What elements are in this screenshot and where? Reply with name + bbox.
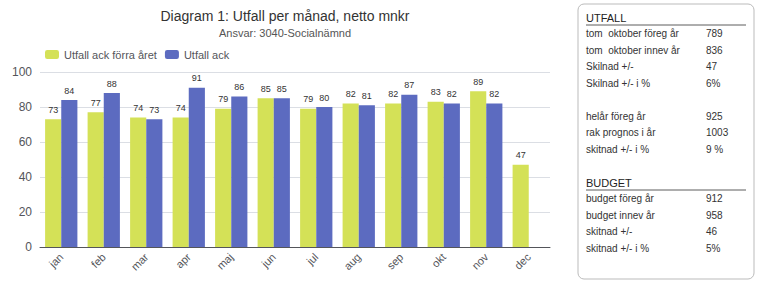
svg-text:Utfall ack: Utfall ack bbox=[184, 49, 230, 61]
svg-text:91: 91 bbox=[192, 73, 202, 83]
svg-text:46: 46 bbox=[706, 226, 718, 237]
svg-text:jun: jun bbox=[258, 251, 278, 271]
svg-text:789: 789 bbox=[706, 28, 723, 39]
svg-text:80: 80 bbox=[19, 100, 33, 114]
svg-text:925: 925 bbox=[706, 111, 723, 122]
svg-text:912: 912 bbox=[706, 193, 723, 204]
svg-text:82: 82 bbox=[489, 89, 499, 99]
svg-text:82: 82 bbox=[388, 89, 398, 99]
svg-text:maj: maj bbox=[214, 251, 235, 272]
svg-text:BUDGET: BUDGET bbox=[586, 177, 632, 189]
svg-text:helår föreg år: helår föreg år bbox=[586, 111, 646, 122]
svg-text:okt: okt bbox=[429, 251, 448, 270]
svg-text:958: 958 bbox=[706, 210, 723, 221]
svg-text:jul: jul bbox=[304, 251, 321, 268]
svg-text:aug: aug bbox=[342, 251, 363, 272]
svg-text:40: 40 bbox=[19, 170, 33, 184]
svg-text:20: 20 bbox=[19, 205, 33, 219]
svg-text:85: 85 bbox=[277, 84, 287, 94]
svg-text:rak prognos i år: rak prognos i år bbox=[586, 127, 656, 138]
svg-text:sep: sep bbox=[384, 251, 405, 272]
svg-text:79: 79 bbox=[218, 94, 228, 104]
svg-text:mar: mar bbox=[129, 251, 151, 273]
svg-text:47: 47 bbox=[706, 61, 718, 72]
svg-text:Utfall ack förra året: Utfall ack förra året bbox=[64, 49, 157, 61]
svg-text:Skilnad +/-: Skilnad +/- bbox=[586, 61, 634, 72]
svg-text:1003: 1003 bbox=[706, 127, 729, 138]
svg-text:feb: feb bbox=[89, 251, 108, 270]
svg-text:73: 73 bbox=[149, 105, 159, 115]
svg-text:88: 88 bbox=[107, 79, 117, 89]
svg-text:tom oktober innev år: tom oktober innev år bbox=[586, 45, 681, 56]
svg-text:UTFALL: UTFALL bbox=[586, 12, 626, 24]
svg-text:80: 80 bbox=[319, 93, 329, 103]
svg-text:87: 87 bbox=[404, 80, 414, 90]
svg-text:Ansvar: 3040-Socialnämnd: Ansvar: 3040-Socialnämnd bbox=[219, 27, 351, 39]
svg-text:skitnad +/- i %: skitnad +/- i % bbox=[586, 144, 649, 155]
svg-text:84: 84 bbox=[64, 86, 74, 96]
svg-text:nov: nov bbox=[469, 250, 490, 271]
svg-text:0: 0 bbox=[25, 240, 32, 254]
svg-text:60: 60 bbox=[19, 135, 33, 149]
svg-text:82: 82 bbox=[447, 89, 457, 99]
svg-text:836: 836 bbox=[706, 45, 723, 56]
svg-text:77: 77 bbox=[91, 98, 101, 108]
svg-text:6%: 6% bbox=[706, 78, 721, 89]
svg-text:47: 47 bbox=[516, 150, 526, 160]
svg-text:74: 74 bbox=[133, 103, 143, 113]
svg-text:83: 83 bbox=[431, 87, 441, 97]
svg-text:tom oktober föreg år: tom oktober föreg år bbox=[586, 28, 679, 39]
svg-text:Diagram 1: Utfall per månad, n: Diagram 1: Utfall per månad, netto mnkr bbox=[161, 8, 410, 24]
svg-text:100: 100 bbox=[12, 65, 32, 79]
svg-text:89: 89 bbox=[473, 77, 483, 87]
svg-text:apr: apr bbox=[173, 251, 193, 271]
svg-text:jan: jan bbox=[46, 251, 66, 271]
svg-text:5%: 5% bbox=[706, 243, 721, 254]
svg-text:skitnad +/- i %: skitnad +/- i % bbox=[586, 243, 649, 254]
svg-text:82: 82 bbox=[346, 89, 356, 99]
svg-text:Skilnad +/- i %: Skilnad +/- i % bbox=[586, 78, 650, 89]
svg-text:85: 85 bbox=[261, 84, 271, 94]
svg-text:81: 81 bbox=[362, 91, 372, 101]
svg-text:budget innev år: budget innev år bbox=[586, 210, 656, 221]
svg-text:9 %: 9 % bbox=[706, 144, 723, 155]
svg-text:86: 86 bbox=[234, 82, 244, 92]
svg-text:dec: dec bbox=[512, 250, 533, 271]
svg-text:74: 74 bbox=[176, 103, 186, 113]
svg-text:budget föreg år: budget föreg år bbox=[586, 193, 654, 204]
svg-text:skitnad +/-: skitnad +/- bbox=[586, 226, 632, 237]
svg-text:79: 79 bbox=[303, 94, 313, 104]
svg-text:73: 73 bbox=[48, 105, 58, 115]
